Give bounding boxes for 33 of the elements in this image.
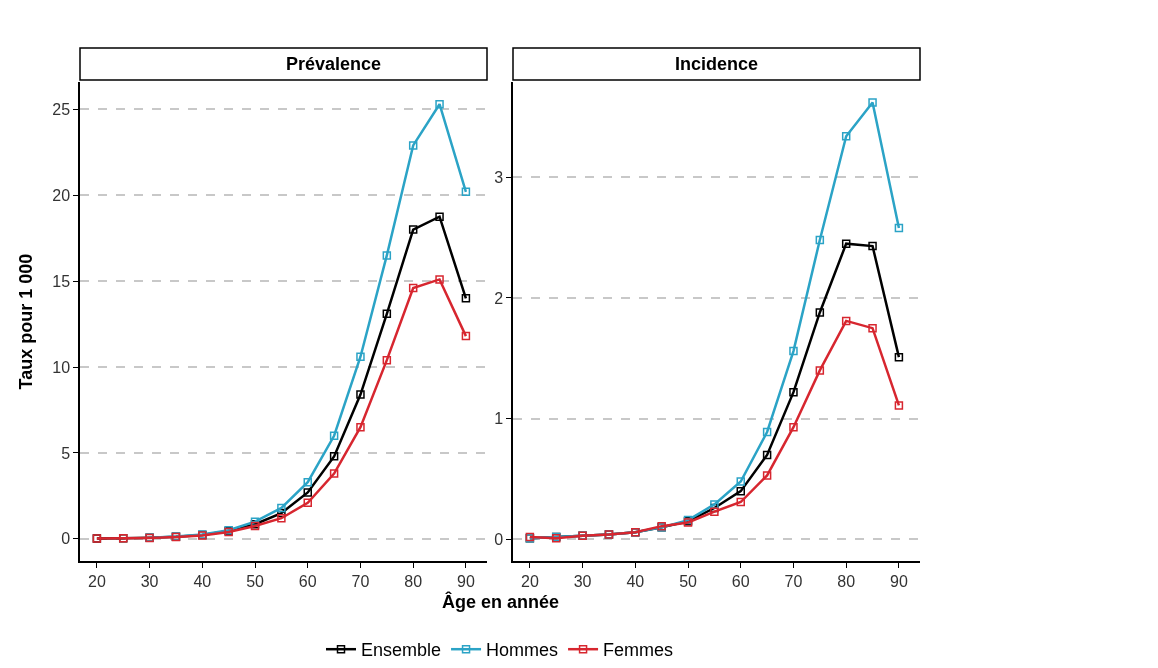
x-tick-label: 90 <box>890 573 908 591</box>
x-tick-label: 80 <box>837 573 856 591</box>
legend-label: Femmes <box>603 640 674 661</box>
x-tick-label: 70 <box>784 573 803 591</box>
y-tick-label: 20 <box>52 186 71 204</box>
y-tick-label: 15 <box>52 272 71 290</box>
y-tick-label: 25 <box>52 100 71 118</box>
x-tick-label: 60 <box>731 573 750 591</box>
legend-label: Ensemble <box>361 640 442 661</box>
x-tick-label: 70 <box>351 573 370 591</box>
chart-title: Incidence <box>675 54 759 74</box>
y-tick-label: 1 <box>494 410 504 428</box>
x-tick-label: 20 <box>87 573 106 591</box>
y-tick-label: 0 <box>494 531 504 549</box>
x-tick-label: 50 <box>246 573 265 591</box>
y-tick-label: 3 <box>494 168 504 186</box>
x-tick-label: 20 <box>520 573 539 591</box>
y-tick-label: 10 <box>52 358 71 376</box>
y-axis-title: Taux pour 1 000 <box>16 253 37 390</box>
x-axis-title: Âge en année <box>442 591 560 612</box>
x-tick-label: 90 <box>457 573 475 591</box>
y-tick-label: 5 <box>61 444 71 462</box>
x-tick-label: 60 <box>298 573 317 591</box>
x-tick-label: 80 <box>404 573 423 591</box>
y-tick-label: 0 <box>61 530 71 548</box>
x-tick-label: 30 <box>140 573 159 591</box>
legend-label: Hommes <box>486 640 559 661</box>
x-tick-label: 40 <box>626 573 645 591</box>
y-tick-label: 2 <box>494 289 504 307</box>
x-tick-label: 30 <box>573 573 592 591</box>
chart-title: Prévalence <box>286 54 382 74</box>
x-tick-label: 40 <box>193 573 212 591</box>
x-tick-label: 50 <box>679 573 698 591</box>
